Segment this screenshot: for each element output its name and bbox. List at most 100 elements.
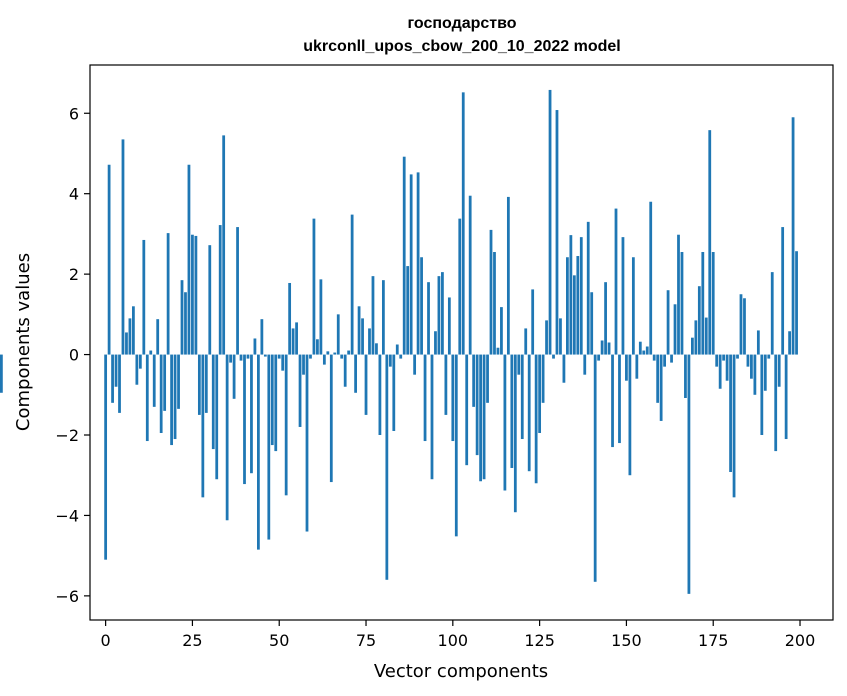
bar-89 bbox=[413, 354, 417, 375]
x-tick-label: 150 bbox=[611, 631, 642, 650]
bar-132 bbox=[562, 354, 566, 383]
bar-70 bbox=[347, 350, 351, 355]
bar-134 bbox=[569, 235, 573, 355]
bar-6 bbox=[125, 332, 128, 355]
bar-29 bbox=[204, 354, 208, 413]
bar-28 bbox=[201, 354, 205, 498]
bar-69 bbox=[343, 354, 347, 387]
bar-10 bbox=[138, 354, 142, 369]
bar-58 bbox=[305, 354, 309, 532]
bar-82 bbox=[388, 354, 392, 367]
bar-186 bbox=[750, 354, 753, 379]
bar-187 bbox=[753, 354, 757, 395]
bar-155 bbox=[642, 350, 646, 355]
bar-4 bbox=[118, 354, 121, 413]
bar-171 bbox=[697, 286, 701, 355]
bar-159 bbox=[656, 354, 660, 403]
bar-31 bbox=[211, 354, 215, 450]
y-tick-label: 6 bbox=[69, 104, 79, 123]
chart-title-line-1: господарство bbox=[407, 15, 516, 32]
y-tick-label: −4 bbox=[55, 506, 79, 525]
bar-139 bbox=[586, 221, 590, 355]
bar-103 bbox=[461, 92, 465, 355]
y-tick-label: −2 bbox=[55, 426, 79, 445]
bar-120 bbox=[520, 354, 524, 440]
bar-37 bbox=[232, 354, 236, 399]
bar-140 bbox=[590, 292, 594, 355]
bar-3 bbox=[114, 354, 118, 387]
bar-11 bbox=[142, 239, 146, 355]
bar-56 bbox=[298, 354, 302, 427]
bar-95 bbox=[434, 331, 437, 355]
plot-frame bbox=[89, 64, 834, 621]
bar-23 bbox=[184, 292, 187, 355]
bar-188 bbox=[756, 330, 760, 355]
bar-127 bbox=[545, 320, 548, 355]
x-tick-label: 100 bbox=[438, 631, 469, 650]
bar-88 bbox=[409, 174, 413, 355]
bar-92 bbox=[423, 354, 427, 442]
y-tick-label: 4 bbox=[69, 185, 79, 204]
bar-180 bbox=[729, 354, 732, 472]
bar-13 bbox=[149, 350, 153, 355]
bar-35 bbox=[225, 354, 229, 521]
bar-38 bbox=[236, 227, 239, 355]
bar-147 bbox=[614, 208, 618, 355]
bar-40 bbox=[243, 354, 246, 485]
bar-15 bbox=[156, 319, 160, 355]
bar-5 bbox=[121, 139, 125, 355]
x-tick-label: 125 bbox=[524, 631, 555, 650]
bar-141 bbox=[593, 354, 597, 582]
bar-148 bbox=[618, 354, 621, 444]
bar-165 bbox=[677, 234, 680, 355]
bar-80 bbox=[381, 280, 385, 355]
bar-102 bbox=[458, 218, 462, 355]
bar-178 bbox=[722, 354, 726, 361]
bar-21 bbox=[177, 354, 180, 409]
bar-192 bbox=[770, 272, 774, 355]
bar-133 bbox=[566, 257, 569, 355]
bar-73 bbox=[357, 306, 361, 355]
bar-0 bbox=[104, 354, 108, 560]
bar-184 bbox=[743, 298, 746, 355]
bar-200 bbox=[0, 354, 3, 393]
y-axis-label: Components values bbox=[13, 253, 34, 431]
bar-160 bbox=[659, 354, 663, 421]
bar-157 bbox=[649, 201, 653, 355]
bar-146 bbox=[611, 354, 614, 448]
bar-14 bbox=[152, 354, 156, 407]
bar-48 bbox=[270, 354, 274, 446]
bar-110 bbox=[486, 354, 489, 403]
bar-57 bbox=[302, 354, 305, 375]
bar-99 bbox=[447, 297, 451, 355]
bar-190 bbox=[763, 354, 767, 391]
bar-113 bbox=[496, 347, 500, 355]
bar-142 bbox=[597, 354, 601, 361]
x-tick-label: 75 bbox=[356, 631, 376, 650]
bar-8 bbox=[132, 306, 135, 355]
bar-112 bbox=[493, 252, 496, 355]
bar-121 bbox=[524, 328, 528, 355]
bar-83 bbox=[392, 354, 396, 431]
bar-55 bbox=[295, 322, 298, 355]
bar-166 bbox=[680, 252, 684, 355]
bar-182 bbox=[736, 354, 739, 359]
bar-199 bbox=[795, 251, 798, 355]
bar-193 bbox=[774, 354, 778, 452]
bar-100 bbox=[451, 354, 455, 442]
bar-138 bbox=[583, 354, 587, 375]
bar-130 bbox=[555, 110, 559, 355]
bar-161 bbox=[663, 354, 666, 367]
bar-94 bbox=[430, 354, 434, 480]
bar-66 bbox=[333, 352, 337, 355]
bar-7 bbox=[128, 318, 132, 355]
bar-117 bbox=[510, 354, 514, 468]
bar-72 bbox=[354, 354, 357, 393]
bar-75 bbox=[364, 354, 368, 415]
bar-24 bbox=[187, 164, 191, 355]
bar-115 bbox=[503, 354, 507, 491]
bar-22 bbox=[180, 280, 184, 355]
bar-129 bbox=[552, 354, 555, 359]
bar-53 bbox=[288, 282, 292, 355]
